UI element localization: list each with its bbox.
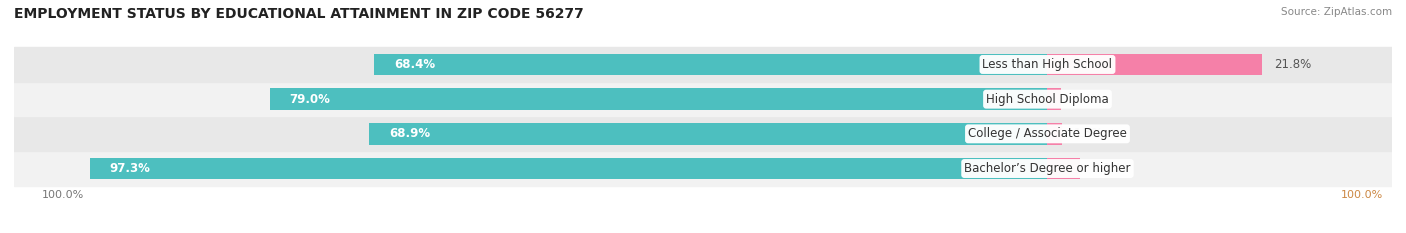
Text: 1.5%: 1.5% (1074, 127, 1104, 140)
Bar (14, 47, 1392, 82)
Text: 100.0%: 100.0% (1341, 189, 1384, 199)
Bar (14, 116, 1392, 151)
Text: 79.0%: 79.0% (290, 93, 330, 106)
Bar (270, 88, 1047, 110)
Text: 3.3%: 3.3% (1092, 162, 1122, 175)
Text: 100.0%: 100.0% (42, 189, 84, 199)
Text: Less than High School: Less than High School (983, 58, 1112, 71)
Text: High School Diploma: High School Diploma (986, 93, 1109, 106)
Bar (374, 54, 1047, 75)
Bar (14, 82, 1392, 116)
Text: 97.3%: 97.3% (110, 162, 150, 175)
Bar (90, 158, 1047, 179)
Bar (370, 123, 1047, 145)
Text: 21.8%: 21.8% (1274, 58, 1310, 71)
Bar (1047, 88, 1062, 110)
Text: 68.4%: 68.4% (394, 58, 434, 71)
Text: Source: ZipAtlas.com: Source: ZipAtlas.com (1281, 7, 1392, 17)
Text: Bachelor’s Degree or higher: Bachelor’s Degree or higher (965, 162, 1130, 175)
Text: EMPLOYMENT STATUS BY EDUCATIONAL ATTAINMENT IN ZIP CODE 56277: EMPLOYMENT STATUS BY EDUCATIONAL ATTAINM… (14, 7, 583, 21)
Text: College / Associate Degree: College / Associate Degree (969, 127, 1126, 140)
Text: 1.4%: 1.4% (1073, 93, 1102, 106)
Bar (1047, 123, 1063, 145)
Bar (1047, 158, 1080, 179)
Bar (1047, 54, 1263, 75)
Text: 68.9%: 68.9% (389, 127, 430, 140)
Bar (14, 151, 1392, 186)
